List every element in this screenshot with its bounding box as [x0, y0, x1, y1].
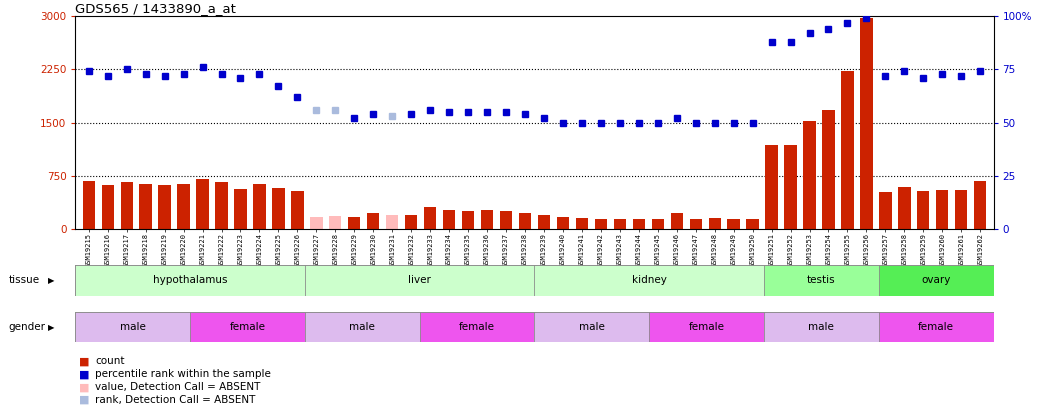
Bar: [310, 217, 323, 229]
Bar: [177, 184, 190, 229]
Bar: [556, 217, 569, 229]
Bar: [424, 207, 436, 229]
Bar: [879, 192, 892, 229]
Bar: [75, 312, 191, 342]
Bar: [917, 191, 930, 229]
Bar: [83, 181, 95, 229]
Text: ▶: ▶: [48, 276, 54, 285]
Text: value, Detection Call = ABSENT: value, Detection Call = ABSENT: [95, 382, 261, 392]
Bar: [690, 219, 702, 229]
Text: ■: ■: [79, 382, 89, 392]
Text: tissue: tissue: [8, 275, 40, 286]
Text: ■: ■: [79, 369, 89, 379]
Bar: [215, 182, 227, 229]
Bar: [955, 190, 967, 229]
Text: GDS565 / 1433890_a_at: GDS565 / 1433890_a_at: [75, 2, 237, 15]
Bar: [405, 215, 417, 229]
Bar: [500, 211, 512, 229]
Bar: [481, 211, 494, 229]
Bar: [462, 211, 475, 229]
Bar: [329, 216, 342, 229]
Bar: [936, 190, 948, 229]
Bar: [727, 219, 740, 229]
Text: male: male: [349, 322, 375, 332]
Bar: [235, 189, 246, 229]
Bar: [633, 219, 645, 229]
Bar: [671, 213, 683, 229]
Bar: [860, 17, 873, 229]
Bar: [305, 312, 419, 342]
Bar: [443, 210, 455, 229]
Bar: [649, 312, 764, 342]
Text: liver: liver: [409, 275, 431, 286]
Bar: [121, 182, 133, 229]
Bar: [75, 265, 305, 296]
Bar: [614, 219, 626, 229]
Text: male: male: [119, 322, 146, 332]
Bar: [348, 217, 361, 229]
Text: male: male: [578, 322, 605, 332]
Bar: [102, 185, 114, 229]
Bar: [534, 265, 764, 296]
Bar: [158, 185, 171, 229]
Bar: [652, 219, 664, 229]
Text: percentile rank within the sample: percentile rank within the sample: [95, 369, 271, 379]
Bar: [878, 265, 994, 296]
Text: count: count: [95, 356, 125, 366]
Text: rank, Detection Call = ABSENT: rank, Detection Call = ABSENT: [95, 395, 256, 405]
Bar: [291, 191, 304, 229]
Bar: [196, 179, 209, 229]
Bar: [764, 312, 878, 342]
Bar: [419, 312, 534, 342]
Bar: [272, 188, 285, 229]
Text: ▶: ▶: [48, 322, 54, 332]
Text: hypothalamus: hypothalamus: [153, 275, 227, 286]
Text: testis: testis: [807, 275, 835, 286]
Bar: [708, 218, 721, 229]
Text: female: female: [918, 322, 954, 332]
Bar: [534, 312, 649, 342]
Bar: [878, 312, 994, 342]
Bar: [842, 71, 854, 229]
Text: ovary: ovary: [921, 275, 951, 286]
Text: ■: ■: [79, 356, 89, 366]
Text: kidney: kidney: [632, 275, 667, 286]
Bar: [784, 145, 796, 229]
Bar: [139, 184, 152, 229]
Bar: [898, 188, 911, 229]
Bar: [367, 213, 379, 229]
Text: ■: ■: [79, 395, 89, 405]
Bar: [765, 145, 778, 229]
Bar: [191, 312, 305, 342]
Bar: [538, 215, 550, 229]
Bar: [594, 219, 607, 229]
Text: female: female: [230, 322, 265, 332]
Bar: [519, 213, 531, 229]
Text: female: female: [689, 322, 724, 332]
Bar: [804, 121, 815, 229]
Bar: [575, 218, 588, 229]
Bar: [764, 265, 878, 296]
Bar: [974, 181, 986, 229]
Bar: [746, 219, 759, 229]
Text: gender: gender: [8, 322, 45, 332]
Bar: [305, 265, 534, 296]
Bar: [254, 184, 265, 229]
Bar: [823, 110, 834, 229]
Bar: [386, 215, 398, 229]
Text: male: male: [808, 322, 834, 332]
Text: female: female: [459, 322, 495, 332]
